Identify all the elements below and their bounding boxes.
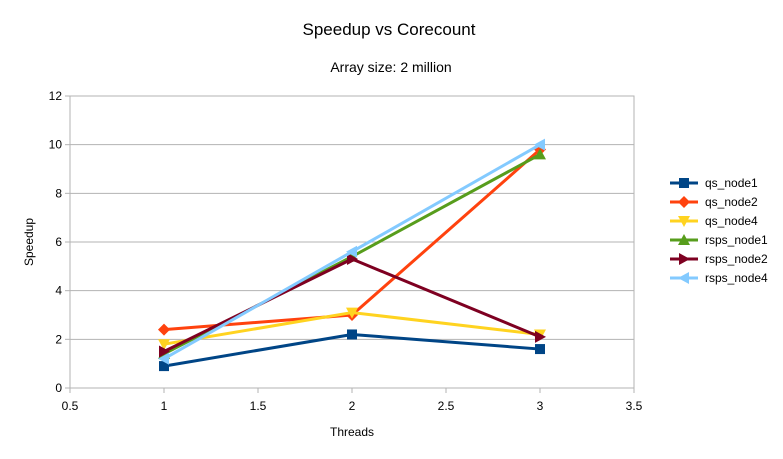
x-tick-label: 3 [537,399,544,413]
x-tick-label: 3.5 [626,399,643,413]
x-tick-label: 1.5 [250,399,267,413]
series-qs_node1 [159,329,545,372]
legend-label: rsps_node2 [705,252,768,266]
legend-label: rsps_node1 [705,233,768,247]
y-tick-label: 12 [49,89,63,103]
data-point [535,344,545,355]
legend-marker [679,178,689,188]
data-point [346,245,357,258]
legend-marker [678,272,689,284]
x-axis-ticks: 0.5 1 1.5 2 2.5 3 3.5 [62,399,643,413]
y-axis-title: Speedup [22,218,36,266]
data-point [534,148,546,160]
legend-label: qs_node4 [705,214,758,228]
chart-title: Speedup vs Corecount [303,20,476,39]
legend-item: qs_node4 [670,214,758,228]
y-tick-label: 0 [55,381,62,395]
data-point [158,352,169,365]
series-rsps_node2 [159,253,546,358]
legend-label: qs_node1 [705,176,758,190]
legend-marker [678,234,690,245]
legend-marker [678,216,690,227]
data-point [534,138,545,151]
y-tick-label: 8 [55,186,62,200]
data-point [535,330,546,343]
plot-area [65,95,635,393]
legend-label: qs_node2 [705,195,758,209]
data-point [346,307,358,319]
series-qs_node2 [158,143,546,336]
legend-item: qs_node1 [670,176,758,190]
x-tick-label: 0.5 [62,399,79,413]
legend: qs_node1 qs_node2 qs_node4 rsps_node1 rsps_n… [670,176,768,285]
x-tick-label: 1 [161,399,168,413]
data-point [159,345,170,358]
data-point [347,253,358,266]
series-rsps_node4 [158,138,545,365]
legend-item: qs_node2 [670,195,758,209]
y-tick-label: 6 [55,235,62,249]
series-layer [158,138,546,372]
legend-item: rsps_node2 [670,252,768,266]
legend-item: rsps_node4 [670,271,768,285]
x-tick-label: 2 [349,399,356,413]
y-tick-label: 4 [55,284,62,298]
y-tick-label: 2 [55,332,62,346]
chart-subtitle: Array size: 2 million [330,59,451,75]
data-point [159,361,169,372]
data-point [347,329,357,340]
data-point [158,323,170,336]
legend-item: rsps_node1 [670,233,768,247]
legend-label: rsps_node4 [705,271,768,285]
x-tick-label: 2.5 [438,399,455,413]
y-tick-label: 10 [49,138,63,152]
legend-marker [678,196,690,208]
x-axis-title: Threads [330,425,374,439]
y-axis-ticks: 0 2 4 6 8 10 12 [49,89,63,395]
legend-marker [679,253,690,265]
data-point [158,339,170,351]
